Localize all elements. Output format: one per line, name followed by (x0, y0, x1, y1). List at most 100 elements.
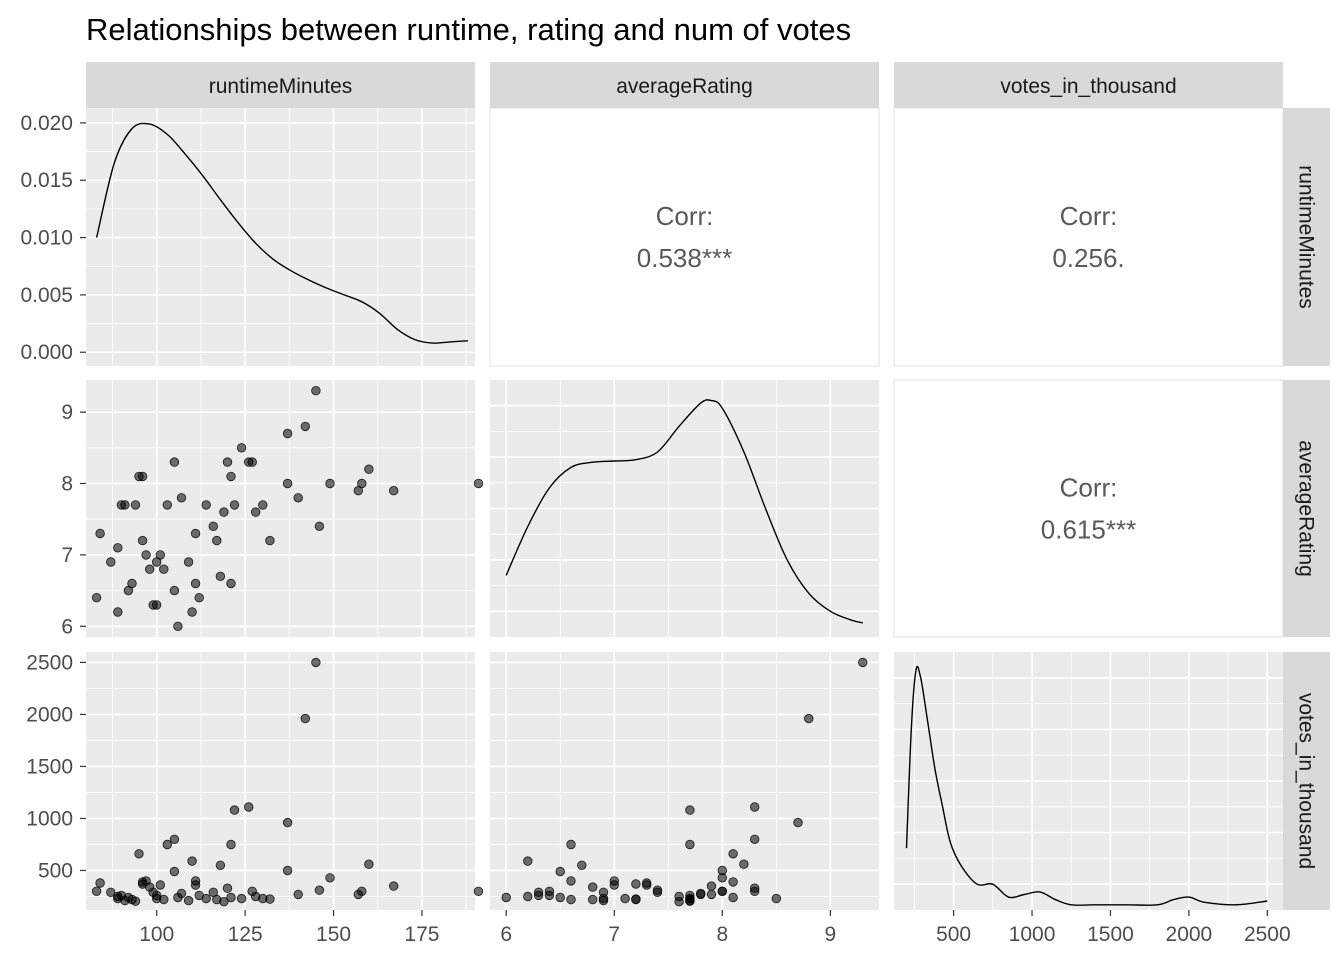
scatter-point (717, 886, 728, 897)
scatter-point (642, 880, 652, 890)
x-tick-label: 8 (716, 923, 728, 946)
scatter-point (176, 888, 187, 899)
scatter-point (183, 895, 194, 906)
corr-value: 0.538*** (637, 243, 732, 273)
scatter-point (357, 478, 367, 489)
scatter-point (212, 535, 222, 546)
scatter-point (652, 885, 663, 895)
scatter-point (631, 894, 641, 904)
scatter-point (127, 578, 137, 589)
chart-title: Relationships between runtime, rating an… (86, 12, 851, 47)
scatter-point (577, 860, 587, 871)
scatter-point (190, 528, 201, 539)
scatter-point (300, 713, 311, 724)
scatter-point (208, 521, 219, 532)
scatter-point (169, 834, 180, 845)
scatter-point (222, 457, 233, 467)
scatter-point (685, 839, 695, 850)
strip-top-label: runtimeMinutes (209, 75, 353, 98)
x-tick-label: 7 (608, 923, 620, 946)
scatter-point (804, 713, 814, 724)
scatter-point (282, 478, 293, 489)
scatter-point (501, 892, 511, 903)
scatter-point (162, 500, 173, 510)
x-tick-label: 2500 (1244, 923, 1291, 946)
x-tick-label: 1500 (1087, 923, 1134, 946)
scatter-point (236, 443, 247, 453)
scatter-point (91, 593, 102, 603)
scatter-point (151, 600, 162, 610)
scatter-point (311, 386, 321, 396)
scatter-point (598, 895, 609, 906)
y-tick-label: 0.000 (20, 341, 73, 364)
scatter-point (159, 894, 169, 905)
scatter-point (523, 856, 533, 866)
y-tick-label: 8 (61, 473, 73, 496)
scatter-point (187, 856, 197, 866)
scatter-point (169, 457, 180, 467)
scatter-point (609, 880, 620, 890)
scatter-point (219, 897, 229, 907)
scatter-point (793, 817, 803, 828)
corr-label: Corr: (1060, 473, 1118, 503)
scatter-point (159, 564, 169, 574)
scatter-point (236, 893, 247, 904)
scatter-point (717, 873, 728, 883)
scatter-point (631, 879, 641, 889)
scatter-point (183, 557, 194, 567)
scatter-point (95, 878, 105, 888)
scatter-point (91, 886, 102, 897)
scatter-point (173, 621, 183, 632)
x-tick-label: 500 (936, 923, 971, 946)
density-curve-averageRating (505, 399, 863, 624)
scatter-panel (490, 652, 879, 910)
scatter-point (134, 849, 144, 859)
scatter-point (282, 428, 293, 439)
x-tick-label: 1000 (1009, 923, 1056, 946)
x-tick-label: 150 (316, 923, 351, 946)
scatter-point (364, 464, 374, 474)
scatter-point (226, 839, 236, 850)
y-tick-label: 0.020 (20, 112, 73, 135)
scatter-point (229, 500, 240, 510)
panels-layer (86, 107, 1284, 910)
strip-top-runtimeMinutes (86, 62, 475, 108)
scatter-point (750, 834, 760, 845)
y-tick-label: 500 (38, 859, 73, 882)
scatter-point (282, 817, 293, 828)
scatter-point (620, 893, 630, 904)
scatter-point (226, 471, 236, 482)
scatter-point (293, 889, 303, 900)
x-tick-label: 100 (139, 923, 174, 946)
scatter-point (473, 886, 484, 897)
scatter-point (113, 607, 123, 617)
y-tick-label: 0.015 (20, 169, 73, 192)
scatter-point (176, 493, 187, 503)
x-tick-label: 6 (500, 923, 512, 946)
x-tick-label: 175 (404, 923, 439, 946)
scatter-point (533, 890, 544, 901)
density-curve-votes_in_thousand (905, 665, 1268, 906)
scatter-point (293, 493, 303, 503)
scatter-point (229, 805, 240, 815)
scatter-point (130, 500, 141, 510)
density-curve-runtimeMinutes (95, 122, 468, 344)
scatter-point (685, 893, 695, 904)
scatter-point (706, 881, 717, 891)
scatter-point (162, 839, 173, 850)
axes-layer: 100 125 150 175 6 7 8 9 500 1000 1500 2000 2500 0.000… (20, 112, 1290, 946)
scatter-point (706, 889, 717, 900)
scatter-point (194, 593, 204, 603)
scatter-point (325, 873, 335, 883)
scatter-point (219, 507, 229, 517)
scatter-point (190, 578, 201, 589)
scatter-point (771, 893, 782, 904)
strip-top-label: votes_in_thousand (1000, 75, 1176, 98)
scatter-point (113, 543, 123, 553)
scatter-point (243, 802, 254, 812)
y-tick-label: 6 (61, 615, 73, 638)
scatter-point (201, 893, 211, 904)
scatter-point (523, 891, 533, 902)
y-tick-label: 0.010 (20, 227, 73, 250)
scatter-point (357, 886, 367, 897)
